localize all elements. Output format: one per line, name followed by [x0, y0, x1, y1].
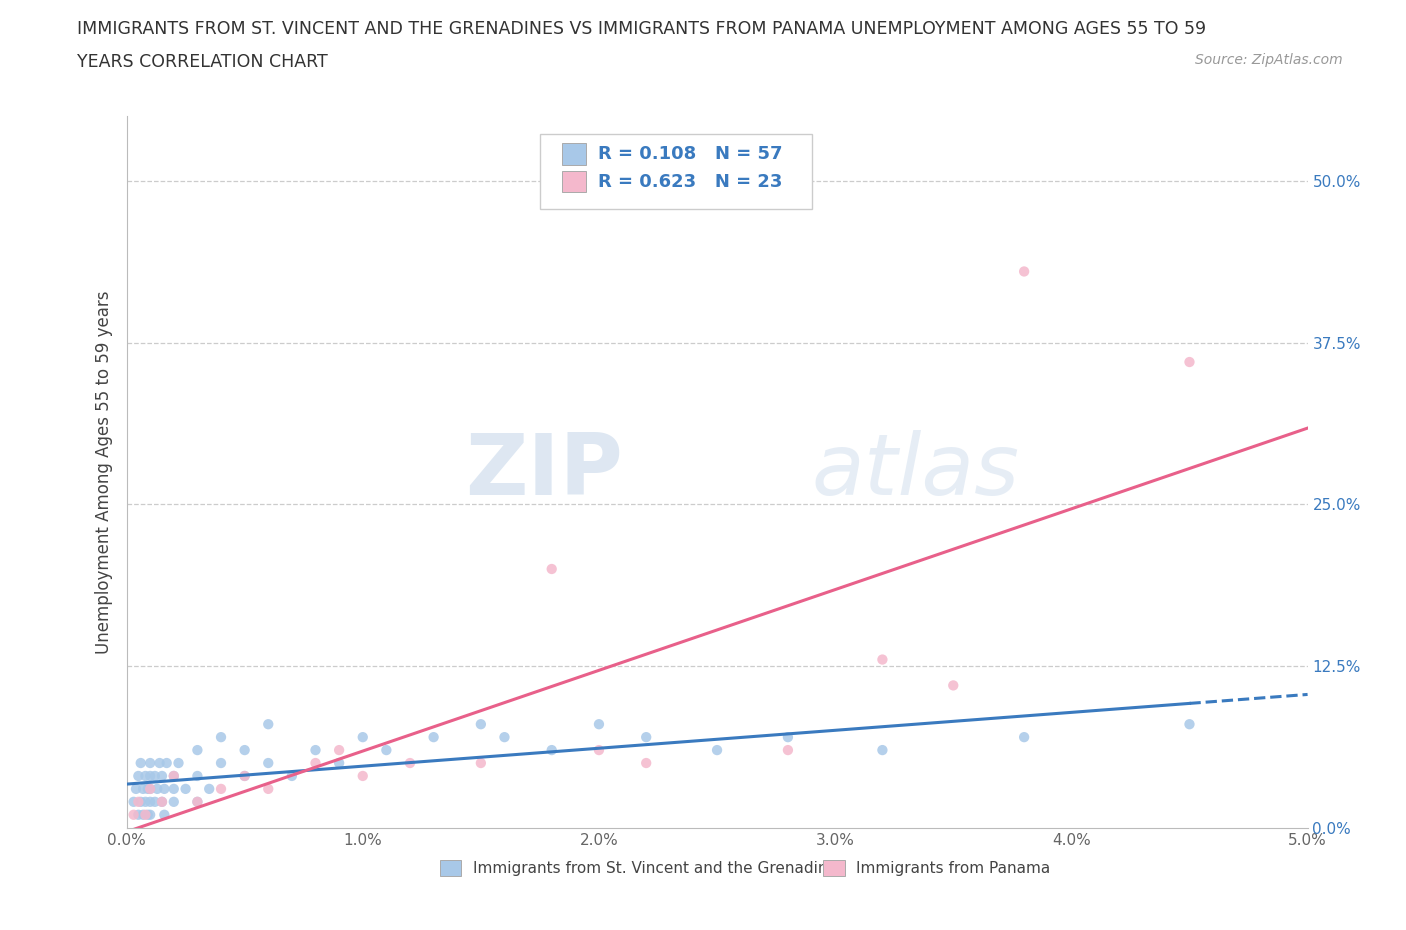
Point [127, 794, 149, 809]
Text: ZIP: ZIP [465, 431, 623, 513]
Point [1012, 264, 1035, 279]
Point [150, 794, 173, 809]
Point [136, 781, 159, 796]
Y-axis label: Unemployment Among Ages 55 to 59 years: Unemployment Among Ages 55 to 59 years [94, 290, 112, 654]
Point [328, 743, 350, 758]
Point [588, 717, 610, 732]
Point [422, 730, 444, 745]
Point [352, 768, 374, 783]
Point [186, 743, 208, 758]
Point [134, 807, 156, 822]
FancyBboxPatch shape [440, 860, 461, 876]
Point [186, 794, 208, 809]
Point [149, 755, 172, 770]
Point [129, 794, 152, 809]
Point [209, 730, 232, 745]
Point [146, 781, 169, 796]
Point [150, 794, 173, 809]
Point [134, 768, 156, 783]
Text: atlas: atlas [811, 431, 1019, 513]
Point [776, 730, 799, 745]
Point [494, 730, 516, 745]
Point [872, 743, 894, 758]
Point [257, 717, 280, 732]
Point [233, 768, 256, 783]
Point [209, 781, 232, 796]
Point [143, 794, 166, 809]
Point [153, 781, 176, 796]
Text: Immigrants from Panama: Immigrants from Panama [856, 861, 1050, 876]
Point [540, 562, 562, 577]
Point [136, 807, 159, 822]
Point [150, 768, 173, 783]
Point [122, 807, 145, 822]
Point [209, 755, 232, 770]
Point [198, 781, 221, 796]
Point [163, 781, 186, 796]
Text: Immigrants from St. Vincent and the Grenadines: Immigrants from St. Vincent and the Gren… [472, 861, 845, 876]
Point [174, 781, 197, 796]
Point [776, 743, 799, 758]
Point [186, 794, 208, 809]
Point [129, 755, 152, 770]
Point [139, 781, 162, 796]
Point [139, 755, 162, 770]
Point [1012, 730, 1035, 745]
Point [132, 781, 155, 796]
Point [540, 743, 562, 758]
Point [257, 781, 280, 796]
Point [399, 755, 422, 770]
Text: Source: ZipAtlas.com: Source: ZipAtlas.com [1195, 53, 1343, 67]
Point [125, 781, 148, 796]
Point [139, 807, 162, 822]
Text: R = 0.623   N = 23: R = 0.623 N = 23 [598, 173, 782, 191]
Point [304, 755, 326, 770]
Text: YEARS CORRELATION CHART: YEARS CORRELATION CHART [77, 53, 328, 71]
Point [156, 755, 179, 770]
Point [163, 768, 186, 783]
Point [139, 768, 162, 783]
Point [127, 807, 149, 822]
Point [132, 807, 155, 822]
Text: R = 0.108   N = 57: R = 0.108 N = 57 [598, 145, 782, 163]
Point [139, 781, 162, 796]
Point [281, 768, 304, 783]
Point [233, 768, 256, 783]
Point [375, 743, 398, 758]
Point [1178, 717, 1201, 732]
Point [588, 743, 610, 758]
Point [470, 755, 492, 770]
Point [942, 678, 965, 693]
Point [167, 755, 190, 770]
Point [1178, 354, 1201, 369]
Point [304, 743, 326, 758]
Text: IMMIGRANTS FROM ST. VINCENT AND THE GRENADINES VS IMMIGRANTS FROM PANAMA UNEMPLO: IMMIGRANTS FROM ST. VINCENT AND THE GREN… [77, 20, 1206, 38]
Point [143, 768, 166, 783]
Point [153, 807, 176, 822]
Point [127, 768, 149, 783]
Point [636, 755, 658, 770]
FancyBboxPatch shape [540, 134, 811, 208]
Point [186, 768, 208, 783]
Point [636, 730, 658, 745]
Point [233, 743, 256, 758]
Point [257, 755, 280, 770]
Point [139, 794, 162, 809]
Point [706, 743, 728, 758]
Point [872, 652, 894, 667]
Point [163, 794, 186, 809]
Point [352, 730, 374, 745]
Point [134, 794, 156, 809]
FancyBboxPatch shape [824, 860, 845, 876]
FancyBboxPatch shape [562, 143, 586, 165]
Point [328, 755, 350, 770]
Point [470, 717, 492, 732]
Point [163, 768, 186, 783]
Point [122, 794, 145, 809]
FancyBboxPatch shape [562, 171, 586, 193]
